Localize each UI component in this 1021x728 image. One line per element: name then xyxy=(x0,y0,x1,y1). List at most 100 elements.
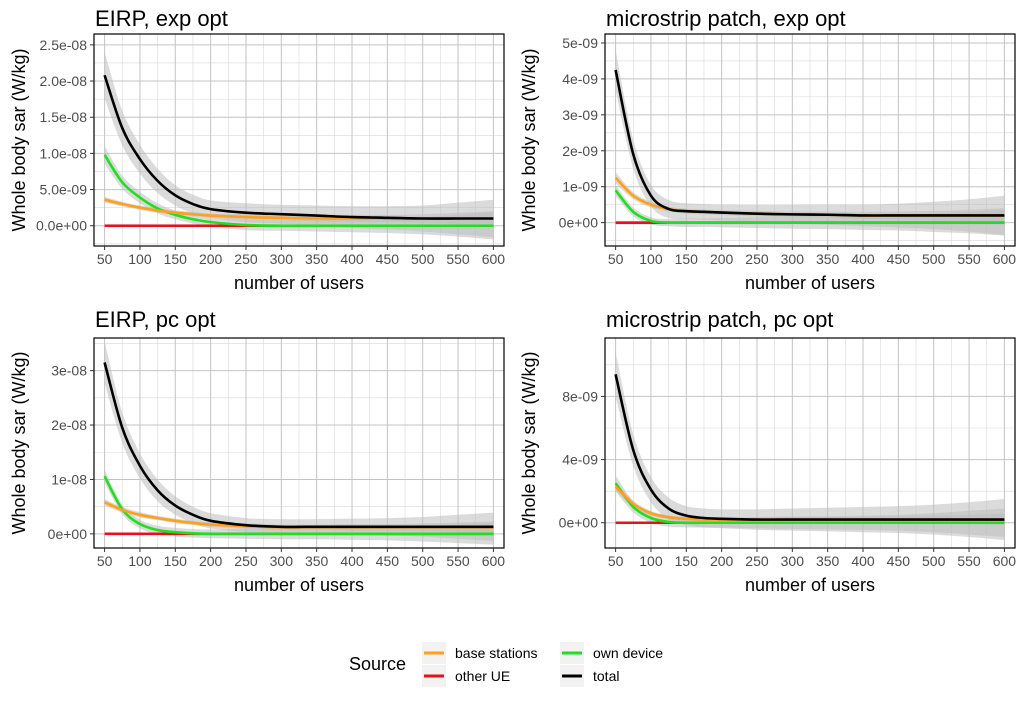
x-tick-label: 100 xyxy=(128,553,152,569)
y-tick-label: 1.0e-08 xyxy=(40,145,88,161)
x-tick-label: 150 xyxy=(164,553,188,569)
x-axis-title: number of users xyxy=(234,273,364,293)
y-tick-label: 4e-09 xyxy=(562,452,598,468)
x-tick-label: 350 xyxy=(305,251,329,267)
x-tick-label: 250 xyxy=(745,553,769,569)
y-tick-label: 2.0e-08 xyxy=(40,73,88,89)
y-tick-label: 8e-09 xyxy=(562,388,598,404)
panel-title: microstrip patch, pc opt xyxy=(606,307,833,332)
legend-key-total: total xyxy=(560,665,619,687)
panel-border xyxy=(93,337,505,549)
y-tick-label: 0e+00 xyxy=(559,215,599,231)
series-line-total xyxy=(103,362,494,529)
x-tick-label: 100 xyxy=(128,251,152,267)
series-line-own-device xyxy=(614,189,1005,225)
x-tick-label: 450 xyxy=(376,553,400,569)
y-tick-label: 3e-09 xyxy=(562,107,598,123)
y-tick-label: 5.0e-09 xyxy=(40,182,88,198)
x-tick-label: 50 xyxy=(608,553,624,569)
y-tick-label: 2.5e-08 xyxy=(40,37,88,53)
x-tick-label: 150 xyxy=(675,553,699,569)
legend: Source base stations other UE own device… xyxy=(349,642,663,687)
legend-title: Source xyxy=(349,654,406,674)
chart-panel-microstrip-patch-exp-opt: 50 100 150 200 250 300 350 400 450 500 550 600 0e+00… xyxy=(519,6,1016,293)
series-line-own-device xyxy=(103,154,494,228)
x-tick-label: 450 xyxy=(887,553,911,569)
x-tick-label: 600 xyxy=(993,251,1017,267)
legend-key-own-device: own device xyxy=(560,642,663,664)
x-tick-label: 600 xyxy=(482,251,506,267)
x-tick-label: 600 xyxy=(482,553,506,569)
x-tick-label: 250 xyxy=(234,251,258,267)
legend-key-other-ue: other UE xyxy=(422,665,510,687)
y-axis-title: Whole body sar (W/kg) xyxy=(519,48,539,231)
chart-panels: 50 100 150 200 250 300 350 400 450 500 550 600 0.0e+… xyxy=(9,6,1016,595)
x-tick-label: 500 xyxy=(411,251,435,267)
panel-border xyxy=(604,33,1016,247)
x-tick-label: 400 xyxy=(340,553,364,569)
x-tick-label: 500 xyxy=(411,553,435,569)
x-tick-label: 450 xyxy=(376,251,400,267)
x-tick-label: 200 xyxy=(199,553,223,569)
legend-label-base-stations: base stations xyxy=(455,645,538,661)
x-tick-label: 200 xyxy=(199,251,223,267)
series-line-total xyxy=(614,374,1005,521)
y-axis-title: Whole body sar (W/kg) xyxy=(519,351,539,534)
x-tick-label: 550 xyxy=(446,553,470,569)
series-line-own-device xyxy=(614,482,1005,525)
panel-title: EIRP, exp opt xyxy=(95,6,228,31)
legend-key-base-stations: base stations xyxy=(422,642,538,664)
legend-label-total: total xyxy=(593,668,619,684)
legend-label-other-ue: other UE xyxy=(455,668,510,684)
x-tick-label: 300 xyxy=(270,251,294,267)
x-tick-label: 200 xyxy=(710,553,734,569)
x-tick-label: 500 xyxy=(922,553,946,569)
x-tick-label: 300 xyxy=(781,553,805,569)
series-line-total xyxy=(614,69,1005,217)
y-tick-label: 1e-09 xyxy=(562,179,598,195)
panel-title: EIRP, pc opt xyxy=(95,307,216,332)
y-tick-label: 0.0e+00 xyxy=(36,218,87,234)
y-tick-label: 2e-09 xyxy=(562,143,598,159)
panel-border xyxy=(93,33,505,247)
y-tick-label: 2e-08 xyxy=(51,417,87,433)
x-tick-label: 400 xyxy=(340,251,364,267)
x-tick-label: 350 xyxy=(305,553,329,569)
chart-panel-microstrip-patch-pc-opt: 50 100 150 200 250 300 350 400 450 500 550 600 0e+00… xyxy=(519,307,1016,595)
y-axis-title: Whole body sar (W/kg) xyxy=(9,351,29,534)
confidence-band-total xyxy=(615,352,1005,541)
y-axis-title: Whole body sar (W/kg) xyxy=(9,48,29,231)
legend-label-own-device: own device xyxy=(593,645,663,661)
x-tick-label: 550 xyxy=(957,553,981,569)
x-tick-label: 250 xyxy=(234,553,258,569)
x-tick-label: 150 xyxy=(164,251,188,267)
y-tick-label: 3e-08 xyxy=(51,363,87,379)
y-tick-label: 4e-09 xyxy=(562,71,598,87)
x-axis-title: number of users xyxy=(745,273,875,293)
x-tick-label: 50 xyxy=(97,553,113,569)
chart-panel-eirp-pc-opt: 50 100 150 200 250 300 350 400 450 500 550 600 0e+00… xyxy=(9,307,505,595)
x-tick-label: 400 xyxy=(851,553,875,569)
x-tick-label: 350 xyxy=(816,553,840,569)
x-tick-label: 450 xyxy=(887,251,911,267)
x-tick-label: 550 xyxy=(957,251,981,267)
x-tick-label: 300 xyxy=(270,553,294,569)
x-tick-label: 50 xyxy=(608,251,624,267)
x-tick-label: 300 xyxy=(781,251,805,267)
x-tick-label: 150 xyxy=(675,251,699,267)
x-tick-label: 100 xyxy=(639,553,663,569)
series-line-own-device xyxy=(103,475,494,536)
panel-border xyxy=(604,337,1016,549)
x-tick-label: 400 xyxy=(851,251,875,267)
y-tick-label: 5e-09 xyxy=(562,35,598,51)
x-tick-label: 100 xyxy=(639,251,663,267)
x-tick-label: 500 xyxy=(922,251,946,267)
x-tick-label: 600 xyxy=(993,553,1017,569)
x-tick-label: 550 xyxy=(446,251,470,267)
y-tick-label: 1e-08 xyxy=(51,471,87,487)
x-axis-title: number of users xyxy=(234,575,364,595)
x-tick-label: 200 xyxy=(710,251,734,267)
y-tick-label: 0e+00 xyxy=(48,526,88,542)
